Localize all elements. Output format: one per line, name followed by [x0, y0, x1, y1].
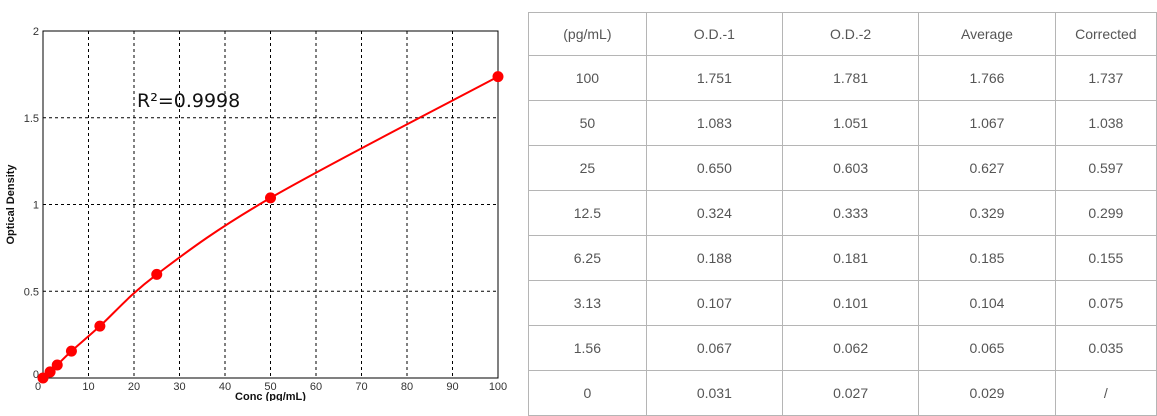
- standard-curve-chart: 0 10 20 30 40 50 60 70 80 90 100 0 0.5 1 1.5 2 R²=0.999…: [0, 0, 522, 401]
- header-concentration: (pg/mL): [528, 12, 647, 56]
- x-tick-label: 40: [219, 381, 231, 393]
- table-row: 25 0.650 0.603 0.627 0.597: [528, 145, 1157, 191]
- cell-average: 0.329: [918, 190, 1056, 236]
- cell-average: 0.627: [918, 145, 1056, 191]
- x-tick-label: 80: [401, 381, 413, 393]
- cell-od-2: 1.051: [781, 100, 920, 146]
- data-point: [151, 268, 163, 280]
- cell-od-2: 0.333: [781, 190, 920, 236]
- table-row: 6.25 0.188 0.181 0.185 0.155: [528, 235, 1157, 281]
- x-tick-label: 10: [82, 381, 94, 393]
- cell-od-1: 0.324: [645, 190, 783, 236]
- cell-corrected: 0.597: [1054, 145, 1157, 191]
- table-row: 0 0.031 0.027 0.029/: [528, 370, 1157, 416]
- x-tick-label: 30: [173, 381, 185, 393]
- x-axis-title: Conc (pg/mL): [235, 391, 306, 401]
- chart-svg: 0 10 20 30 40 50 60 70 80 90 100 0 0.5 1 1.5 2 R²=0.999…: [5, 26, 507, 401]
- y-tick-label: 1: [33, 200, 39, 212]
- x-tick-label: 60: [310, 381, 322, 393]
- cell-od-2: 0.062: [781, 325, 920, 371]
- header-od-1: O.D.-1: [645, 12, 783, 56]
- cell-average: 1.067: [918, 100, 1056, 146]
- cell-concentration: 50: [528, 100, 647, 146]
- table-row: 3.13 0.107 0.101 0.104 0.075: [528, 280, 1157, 326]
- data-point: [51, 359, 63, 371]
- y-tick-label: 1.5: [24, 113, 39, 125]
- y-tick-label: 0.5: [24, 286, 39, 298]
- table-header-row: (pg/mL) O.D.-1 O.D.-2 Average Corrected: [528, 12, 1157, 56]
- x-tick-label: 20: [128, 381, 140, 393]
- cell-od-1: 0.107: [645, 280, 783, 326]
- x-tick-label: 50: [264, 381, 276, 393]
- cell-od-1: 1.751: [645, 55, 783, 101]
- cell-average: 0.029: [918, 370, 1056, 416]
- cell-average: 0.185: [918, 235, 1056, 281]
- cell-od-2: 0.101: [781, 280, 920, 326]
- y-axis-title: Optical Density: [5, 164, 17, 245]
- x-tick-label: 70: [355, 381, 367, 393]
- cell-od-2: 0.027: [781, 370, 920, 416]
- cell-concentration: 6.25: [528, 235, 647, 281]
- cell-average: 0.104: [918, 280, 1056, 326]
- header-od-2: O.D.-2: [781, 12, 920, 56]
- data-point: [492, 71, 504, 83]
- header-corrected: Corrected: [1054, 12, 1157, 56]
- cell-concentration: 1.56: [528, 325, 647, 371]
- cell-od-2: 0.181: [781, 235, 920, 281]
- cell-corrected: /: [1054, 370, 1157, 416]
- cell-od-1: 0.031: [645, 370, 783, 416]
- cell-corrected: 0.299: [1054, 190, 1157, 236]
- x-tick-label: 0: [35, 381, 41, 393]
- cell-concentration: 25: [528, 145, 647, 191]
- cell-corrected: 1.038: [1054, 100, 1157, 146]
- y-tick-label: 2: [33, 26, 39, 38]
- table-row: 1.56 0.067 0.062 0.065 0.035: [528, 325, 1157, 371]
- cell-corrected: 0.075: [1054, 280, 1157, 326]
- od-data-table: (pg/mL) O.D.-1 O.D.-2 Average Corrected …: [528, 12, 1157, 416]
- cell-concentration: 0: [528, 370, 647, 416]
- header-average: Average: [918, 12, 1056, 56]
- cell-od-1: 1.083: [645, 100, 783, 146]
- x-tick-label: 90: [446, 381, 458, 393]
- cell-concentration: 12.5: [528, 190, 647, 236]
- table-row: 12.5 0.324 0.333 0.329 0.299: [528, 190, 1157, 236]
- cell-average: 0.065: [918, 325, 1056, 371]
- table-row: 100 1.751 1.781 1.766 1.737: [528, 55, 1157, 101]
- data-point: [94, 320, 106, 332]
- cell-corrected: 0.035: [1054, 325, 1157, 371]
- cell-od-1: 0.188: [645, 235, 783, 281]
- plot-frame: [42, 30, 499, 379]
- data-point: [265, 192, 276, 204]
- data-point: [44, 366, 56, 378]
- table-row: 50 1.083 1.051 1.067 1.038: [528, 100, 1157, 146]
- r-squared-annotation: R²=0.9998: [137, 90, 240, 112]
- data-point: [65, 345, 77, 357]
- cell-od-2: 0.603: [781, 145, 920, 191]
- cell-average: 1.766: [918, 55, 1056, 101]
- cell-corrected: 0.155: [1054, 235, 1157, 281]
- cell-concentration: 3.13: [528, 280, 647, 326]
- cell-od-2: 1.781: [781, 55, 920, 101]
- cell-od-1: 0.650: [645, 145, 783, 191]
- cell-concentration: 100: [528, 55, 647, 101]
- cell-od-1: 0.067: [645, 325, 783, 371]
- y-tick-label: 0: [33, 369, 39, 381]
- cell-corrected: 1.737: [1054, 55, 1157, 101]
- x-tick-label: 100: [489, 381, 507, 393]
